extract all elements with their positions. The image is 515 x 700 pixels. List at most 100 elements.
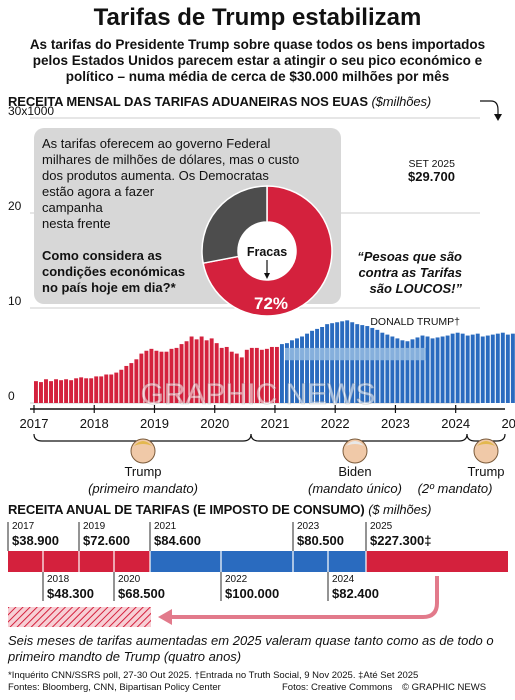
monthly-bar — [239, 357, 244, 403]
peak-callout-value: $29.700 — [408, 169, 455, 184]
monthly-bar — [440, 336, 445, 403]
annual-segment — [150, 551, 221, 572]
donut-value: 72% — [254, 294, 288, 313]
annual-section-title: RECEITA ANUAL DE TARIFAS (E IMPOSTO DE C… — [8, 502, 431, 517]
poll-text-line: estão agora a fazer — [42, 184, 155, 199]
monthly-bar — [224, 346, 229, 403]
monthly-bar — [214, 343, 219, 403]
monthly-bar — [425, 336, 430, 403]
monthly-bar — [450, 333, 455, 403]
poll-text-line: milhares de milhões de dólares, mas o cu… — [42, 152, 299, 167]
monthly-section-title: RECEITA MENSAL DAS TARIFAS ADUANEIRAS NO… — [8, 94, 431, 109]
monthly-bar — [285, 343, 289, 403]
monthly-bars — [34, 320, 515, 403]
annual-value-label: $227.300‡ — [370, 533, 431, 548]
monthly-bar — [385, 334, 390, 403]
monthly-unit-text: ($milhões) — [371, 94, 432, 109]
poll-box: As tarifas oferecem ao governo Federalmi… — [34, 128, 341, 317]
monthly-bar — [430, 338, 435, 403]
monthly-bar — [164, 351, 169, 403]
monthly-bar — [310, 330, 315, 403]
monthly-bar — [89, 378, 94, 403]
comparison-arrow-head — [158, 609, 172, 625]
annual-year-label: 2024 — [332, 574, 355, 585]
monthly-bar — [134, 359, 139, 403]
monthly-bar — [305, 333, 309, 403]
annual-value-label: $72.600 — [83, 533, 130, 548]
monthly-bar — [365, 326, 370, 403]
monthly-bar — [244, 349, 249, 403]
monthly-bar — [264, 348, 269, 403]
peak-arrow — [480, 100, 499, 118]
monthly-bar — [500, 332, 505, 403]
monthly-bar — [204, 340, 209, 403]
monthly-bar — [109, 374, 114, 403]
president-portrait-icon — [473, 438, 499, 464]
monthly-bar — [415, 337, 420, 403]
poll-text-line: nesta frente — [42, 216, 111, 231]
y-tick-label: 10 — [8, 294, 22, 308]
term-label: (mandato único) — [308, 481, 402, 496]
monthly-bar — [119, 369, 124, 403]
monthly-bar — [194, 339, 199, 403]
annual-year-label: 2023 — [297, 521, 320, 532]
annual-bars: 2017$38.900 2018$48.300 2019$72.600 2020$68… — [7, 521, 508, 627]
peak-arrow-head — [494, 114, 502, 121]
monthly-bar — [325, 324, 330, 403]
monthly-bar — [69, 380, 74, 403]
annual-segment — [293, 551, 328, 572]
monthly-bar — [159, 351, 164, 403]
y-tick-label: 20 — [8, 199, 22, 213]
x-tick-label: 2018 — [80, 416, 109, 431]
monthly-bar — [169, 348, 174, 403]
monthly-bar — [470, 334, 475, 403]
y-tick-label: 30x1000 — [8, 104, 54, 118]
monthly-bar — [360, 325, 365, 403]
monthly-bar — [435, 337, 440, 403]
footnotes: *Inquérito CNN/SSRS poll, 27-30 Out 2025… — [8, 670, 419, 681]
monthly-bar — [480, 336, 485, 403]
monthly-bar — [94, 376, 99, 403]
sources: Fontes: Bloomberg, CNN, Bipartisan Polic… — [8, 682, 221, 693]
watermark-text: GRAPHIC NEWS — [140, 378, 375, 411]
monthly-bar — [335, 322, 340, 403]
monthly-bar — [279, 344, 284, 403]
monthly-bar — [39, 382, 43, 403]
annual-year-label: 2022 — [225, 574, 248, 585]
monthly-bar — [395, 338, 400, 403]
monthly-bar — [234, 353, 239, 403]
term-name: Trump — [124, 464, 161, 479]
annual-comparison-hatched-bar — [8, 607, 151, 627]
monthly-bar — [420, 335, 425, 403]
annual-year-label: 2020 — [118, 574, 141, 585]
portrait-hair — [346, 441, 364, 446]
monthly-bar — [455, 332, 460, 403]
monthly-bar — [274, 346, 279, 403]
y-tick-label: 0 — [8, 389, 15, 403]
monthly-bar — [330, 323, 335, 403]
x-tick-label: 2017 — [20, 416, 49, 431]
x-tick-label: 2025 — [501, 416, 515, 431]
monthly-bar — [269, 346, 274, 403]
president-portrait-icon — [342, 438, 368, 464]
annual-segment — [43, 551, 79, 572]
annual-value-label: $68.500 — [118, 586, 165, 601]
annual-value-label: $100.000 — [225, 586, 279, 601]
peak-callout-month: SET 2025 — [408, 158, 455, 170]
annual-segment — [366, 551, 508, 572]
monthly-bar — [59, 380, 64, 403]
monthly-bar — [114, 372, 119, 403]
monthly-bar — [340, 321, 345, 403]
monthly-bar — [490, 334, 495, 403]
monthly-title-text: RECEITA MENSAL DAS TARIFAS ADUANEIRAS NO… — [8, 94, 368, 109]
annual-value-label: $48.300 — [47, 586, 94, 601]
monthly-bar — [219, 347, 224, 403]
monthly-bar — [485, 335, 490, 403]
monthly-bar — [104, 374, 109, 403]
monthly-bar — [510, 333, 515, 403]
monthly-bar — [74, 378, 79, 403]
monthly-bar — [460, 333, 465, 403]
x-tick-label: 2019 — [140, 416, 169, 431]
monthly-axis: SET 2025$29.700 2017 2018 2019 2020 2021 2022 2… — [20, 100, 515, 431]
